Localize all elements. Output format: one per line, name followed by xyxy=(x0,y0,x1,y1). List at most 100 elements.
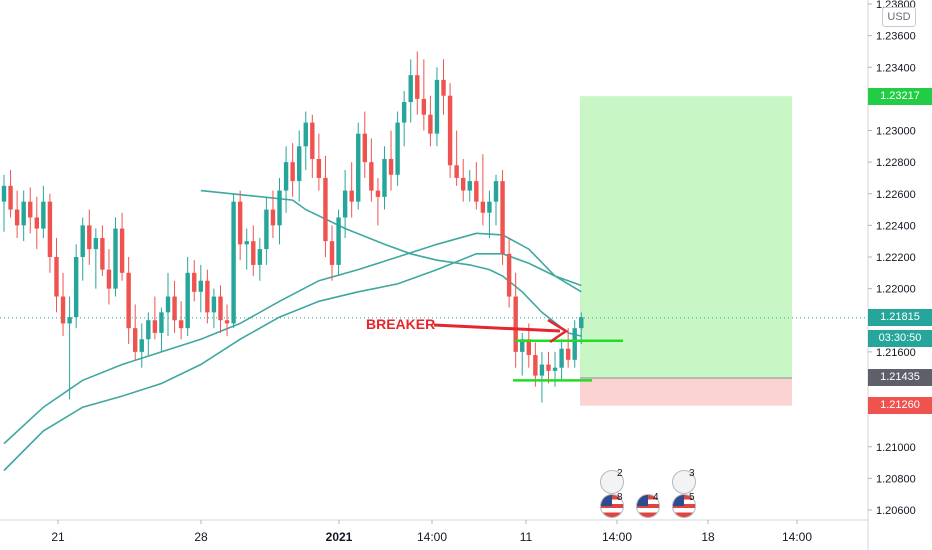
price-tick-label: 1.22800 xyxy=(876,157,916,169)
candle-body xyxy=(467,181,472,191)
candle-body xyxy=(14,209,20,226)
candle-body xyxy=(572,328,577,360)
price-tick-label: 1.23000 xyxy=(876,126,916,138)
candle-body xyxy=(356,133,361,202)
candle-body xyxy=(224,320,230,324)
candle-body xyxy=(474,181,479,202)
candle-body xyxy=(139,339,144,352)
time-tick-label: 14:00 xyxy=(602,530,632,544)
candle-body xyxy=(539,364,545,376)
candle-body xyxy=(428,114,433,134)
price-tick-label: 1.23400 xyxy=(876,62,916,74)
target-price-badge: 1.23217 xyxy=(868,87,932,105)
candle-body xyxy=(67,317,72,324)
candle-body xyxy=(546,364,551,371)
currency-button[interactable]: USD xyxy=(882,7,916,27)
candle-body xyxy=(80,225,85,257)
candle-body xyxy=(211,296,217,313)
candle-body xyxy=(28,201,33,218)
time-tick-label: 14:00 xyxy=(782,530,812,544)
breaker-arrowhead xyxy=(547,318,569,344)
candle-body xyxy=(415,75,420,99)
event-count: 4 xyxy=(653,492,659,503)
candle-body xyxy=(146,320,151,340)
candle-body xyxy=(178,320,184,329)
event-count: 5 xyxy=(689,492,695,503)
candle-body xyxy=(113,228,118,289)
price-tick-label: 1.21600 xyxy=(876,347,916,359)
candle-body xyxy=(54,257,59,297)
candle-body xyxy=(362,133,367,163)
candle-body xyxy=(159,312,164,333)
price-tick-label: 1.23800 xyxy=(876,0,916,11)
candle-body xyxy=(310,122,315,159)
economic-event-icon[interactable] xyxy=(672,470,696,494)
moving-average-line xyxy=(3,232,582,445)
candle-body xyxy=(257,249,263,265)
candle-body xyxy=(192,272,197,292)
candle-body xyxy=(185,272,190,329)
candle-body xyxy=(382,158,387,197)
candle-body xyxy=(8,185,13,210)
us-flag-event-icon[interactable] xyxy=(672,494,696,518)
time-tick-label: 14:00 xyxy=(417,530,447,544)
stop-price-badge: 1.21260 xyxy=(868,397,932,415)
candle-body xyxy=(277,190,282,226)
candle-body xyxy=(264,209,269,250)
candle-body xyxy=(41,201,46,229)
economic-event-icon[interactable] xyxy=(600,470,624,494)
time-tick-label: 28 xyxy=(194,530,208,544)
candle-body xyxy=(408,75,413,103)
candle-body xyxy=(336,217,341,265)
breaker-arrow[interactable] xyxy=(433,323,561,333)
breaker-annotation-label[interactable]: BREAKER xyxy=(366,316,436,332)
candle-body xyxy=(329,241,335,265)
candle-body xyxy=(172,296,177,321)
event-count: 8 xyxy=(617,492,623,503)
candle-body xyxy=(152,320,158,333)
candle-body xyxy=(87,225,92,250)
candle-body xyxy=(218,296,223,321)
candle-body xyxy=(506,253,512,297)
us-flag-event-icon[interactable] xyxy=(636,494,660,518)
candle-body xyxy=(244,241,249,245)
candle-body xyxy=(461,177,466,191)
candle-body xyxy=(487,201,492,213)
price-tick-label: 1.22400 xyxy=(876,220,916,232)
candle-body xyxy=(21,201,26,226)
candle-body xyxy=(126,272,131,329)
candle-body xyxy=(520,339,525,352)
candle-body xyxy=(106,269,112,289)
us-flag-event-icon[interactable] xyxy=(600,494,624,518)
candle-body xyxy=(513,296,518,352)
candle-body xyxy=(283,162,289,191)
time-tick-label: 21 xyxy=(51,530,65,544)
time-tick-label: 2021 xyxy=(326,530,353,544)
candle-body xyxy=(559,348,564,368)
profit-zone[interactable] xyxy=(580,96,792,378)
candle-body xyxy=(34,217,39,229)
loss-zone[interactable] xyxy=(580,377,792,406)
candle-body xyxy=(1,185,7,202)
candle-body xyxy=(480,201,486,213)
candle-body xyxy=(237,201,243,245)
candle-body xyxy=(165,296,171,313)
candle-body xyxy=(297,146,302,182)
candle-body xyxy=(119,228,125,273)
candle-body xyxy=(421,98,427,115)
time-tick-label: 18 xyxy=(701,530,715,544)
candle-body xyxy=(454,165,459,178)
candle-body xyxy=(388,158,394,175)
candle-body xyxy=(60,296,66,324)
moving-average-line xyxy=(3,253,582,472)
candle-body xyxy=(441,79,446,96)
event-count: 3 xyxy=(689,468,695,479)
candle-body xyxy=(375,190,381,197)
candle-countdown-badge: 03:30:50 xyxy=(868,329,932,347)
candle-body xyxy=(231,201,236,324)
price-tick-label: 1.20600 xyxy=(876,505,916,517)
candle-body xyxy=(205,280,210,313)
candle-body xyxy=(198,280,203,292)
